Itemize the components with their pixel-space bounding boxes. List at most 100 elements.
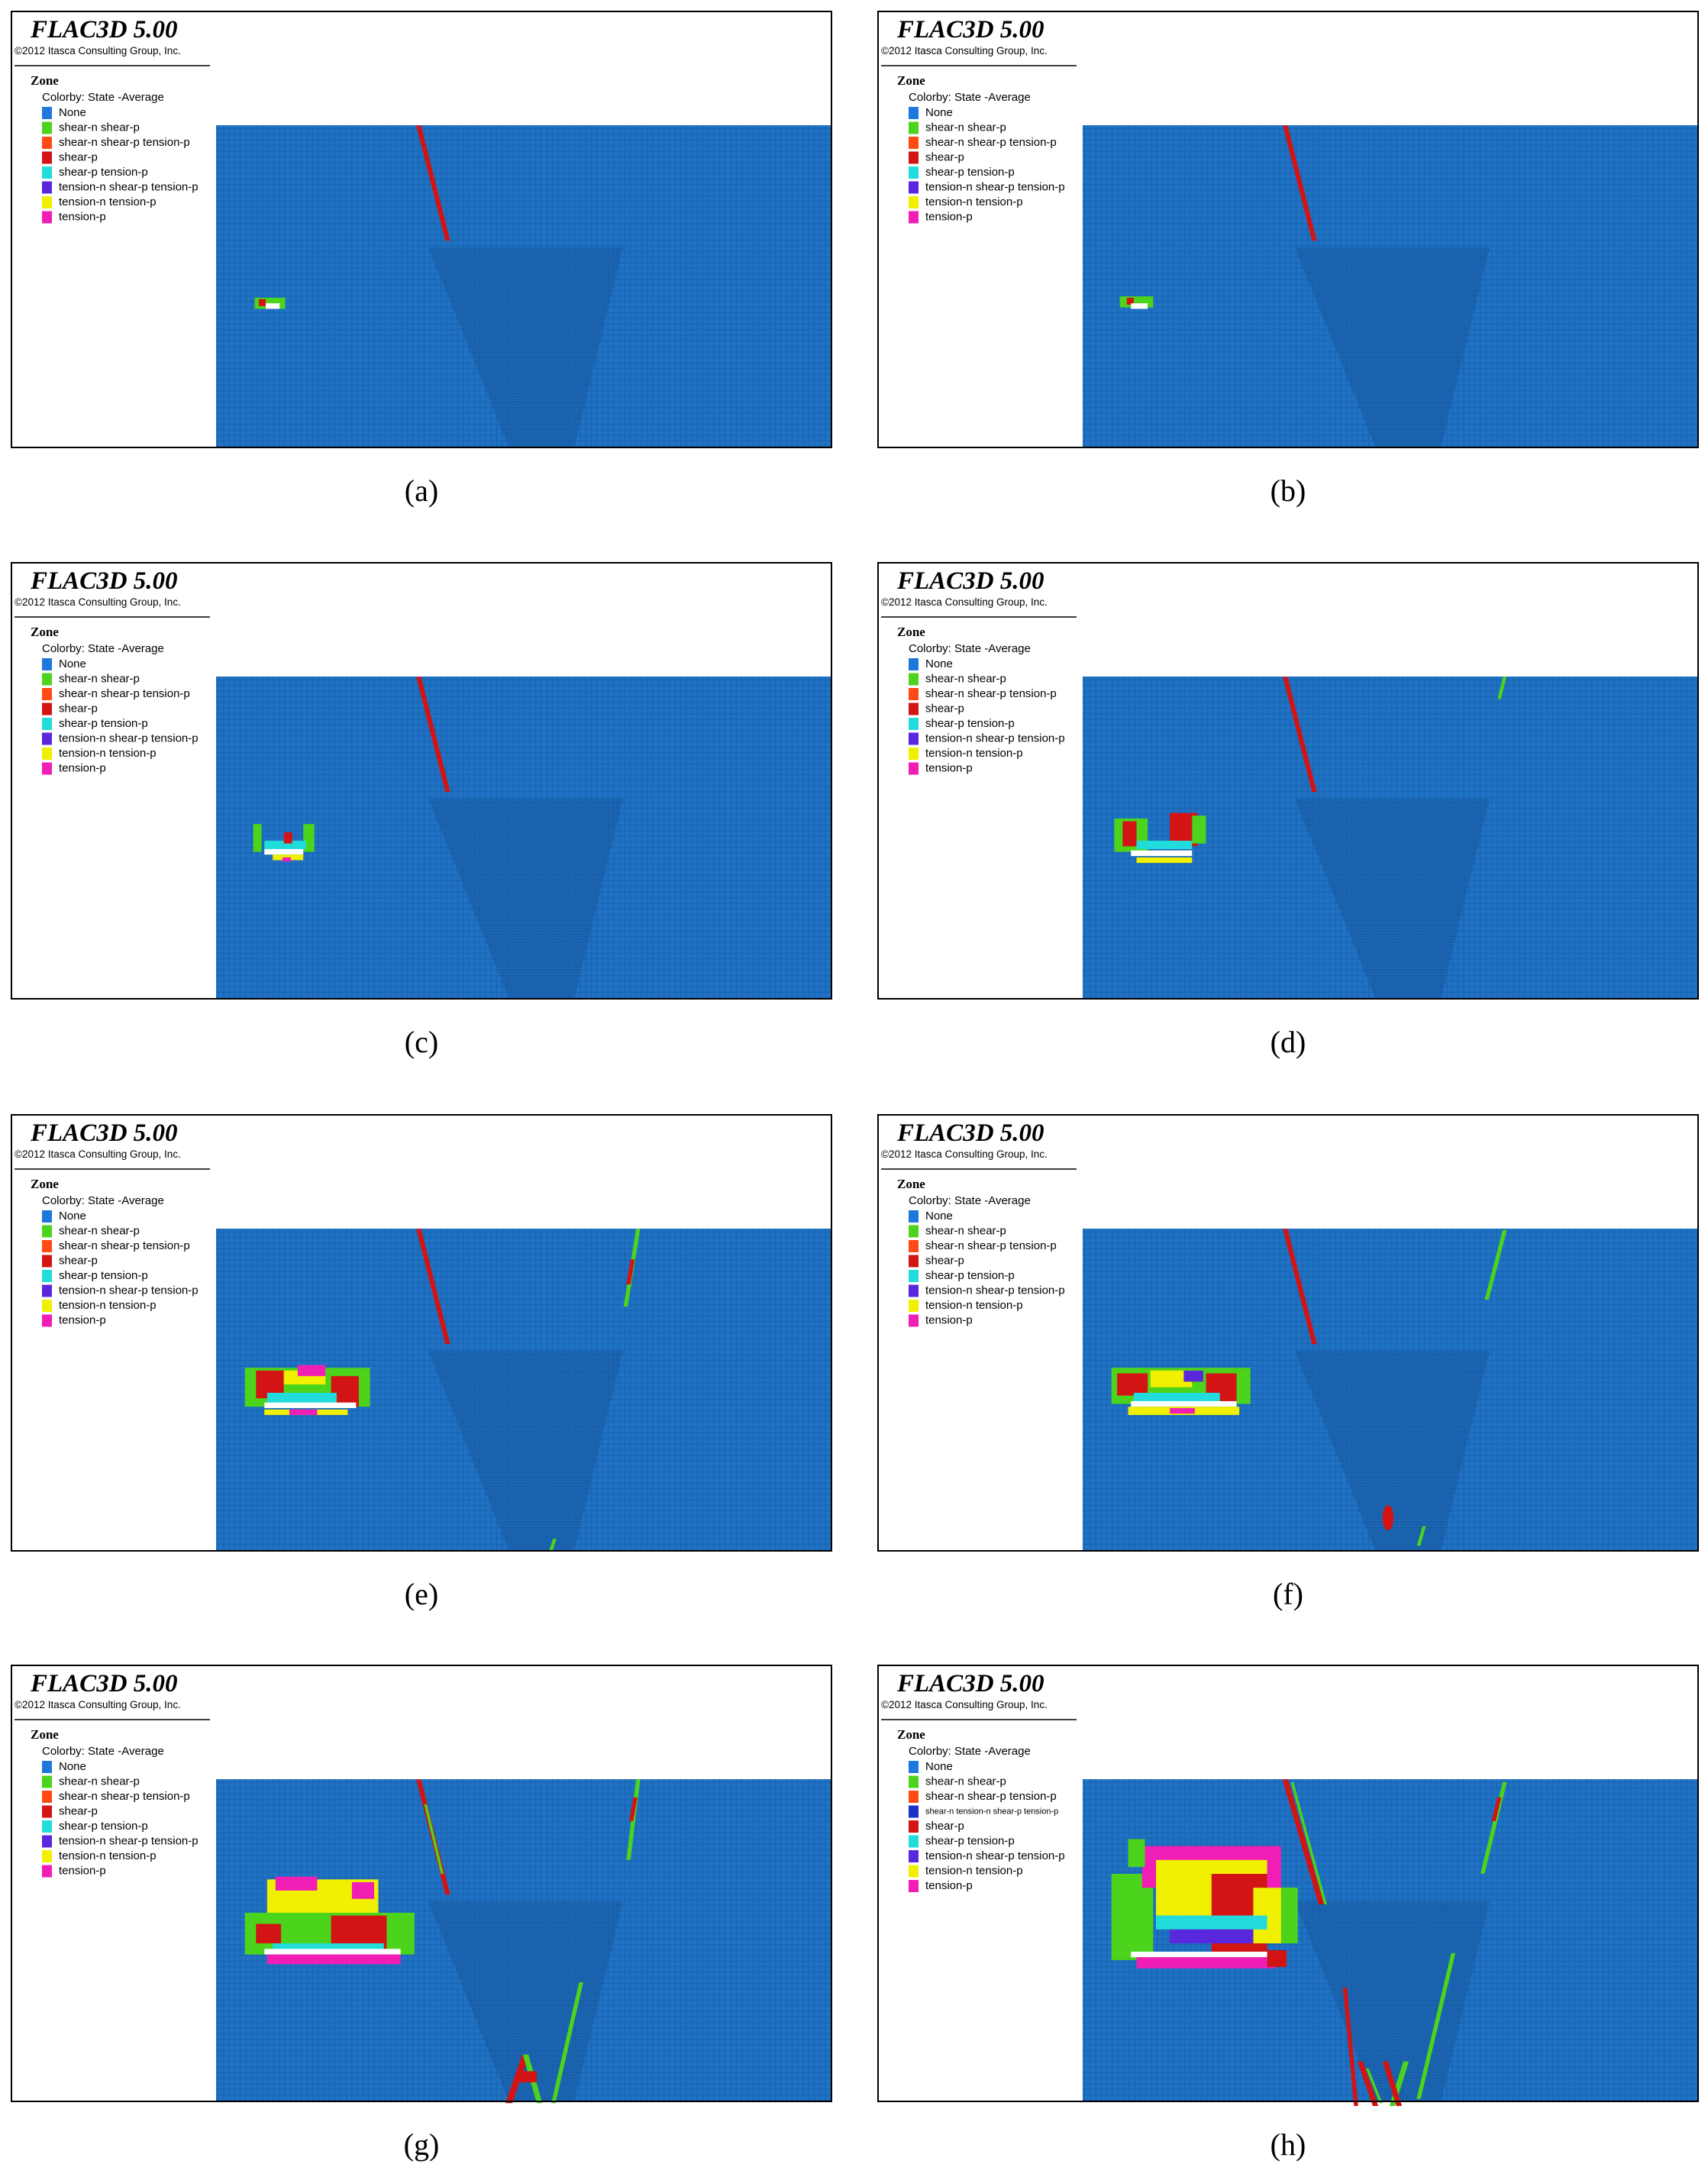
damage-zone bbox=[1382, 1505, 1394, 1531]
group-label: Zone bbox=[31, 1727, 59, 1742]
legend-swatch bbox=[42, 1284, 52, 1297]
damage-zone bbox=[264, 848, 304, 855]
legend-label: shear-p bbox=[59, 150, 98, 163]
panel: FLAC3D 5.00©2012 Itasca Consulting Group… bbox=[877, 11, 1699, 448]
damage-band bbox=[1357, 2061, 1379, 2106]
legend-label: shear-n shear-p tension-p bbox=[59, 136, 190, 149]
fault-wedge bbox=[428, 799, 623, 999]
legend-swatch bbox=[42, 762, 52, 775]
damage-band bbox=[1283, 125, 1317, 241]
legend-swatch bbox=[909, 1210, 919, 1223]
legend-label: None bbox=[925, 1760, 953, 1773]
panel: FLAC3D 5.00©2012 Itasca Consulting Group… bbox=[11, 11, 832, 448]
copyright: ©2012 Itasca Consulting Group, Inc. bbox=[15, 1148, 181, 1160]
legend-swatch bbox=[42, 1850, 52, 1862]
damage-zone bbox=[1117, 1373, 1148, 1396]
legend-swatch bbox=[42, 1314, 52, 1327]
damage-zone bbox=[351, 1881, 375, 1899]
legend-swatch bbox=[909, 1880, 919, 1892]
legend-swatch bbox=[909, 1225, 919, 1238]
legend-label: shear-n shear-p tension-p bbox=[59, 687, 190, 700]
panel-caption: (e) bbox=[405, 1577, 438, 1611]
legend-swatch bbox=[909, 107, 919, 119]
panel-border bbox=[11, 562, 832, 1000]
legend-label: tension-p bbox=[59, 1864, 106, 1877]
legend-swatch bbox=[42, 196, 52, 208]
damage-band bbox=[1416, 1526, 1426, 1546]
legend-label: shear-n tension-n shear-p tension-p bbox=[925, 1807, 1058, 1816]
fault-wedge bbox=[428, 247, 623, 447]
legend-swatch bbox=[909, 181, 919, 194]
legend-swatch bbox=[42, 1775, 52, 1788]
panel-border bbox=[11, 1665, 832, 2102]
legend-label: shear-p bbox=[925, 702, 964, 715]
legend-label: tension-n shear-p tension-p bbox=[59, 1284, 199, 1297]
legend-swatch bbox=[909, 1284, 919, 1297]
legend-label: shear-n shear-p bbox=[59, 1224, 140, 1237]
damage-band bbox=[416, 677, 450, 793]
fault-wedge bbox=[1295, 1901, 1490, 2101]
legend-label: shear-p tension-p bbox=[59, 166, 148, 179]
legend-swatch bbox=[909, 1805, 919, 1818]
legend-swatch bbox=[42, 1805, 52, 1818]
legend-label: tension-n shear-p tension-p bbox=[59, 180, 199, 193]
damage-band bbox=[626, 1259, 635, 1285]
legend-swatch bbox=[909, 1865, 919, 1878]
legend-swatch bbox=[42, 1820, 52, 1833]
colorby-label: Colorby: State -Average bbox=[42, 1745, 164, 1758]
legend-label: shear-p tension-p bbox=[59, 1820, 148, 1833]
panel: FLAC3D 5.00©2012 Itasca Consulting Group… bbox=[11, 562, 832, 1000]
legend-label: shear-n shear-p bbox=[925, 1775, 1006, 1788]
legend-label: None bbox=[925, 1210, 953, 1223]
legend-label: None bbox=[59, 657, 86, 670]
damage-band bbox=[1484, 1230, 1507, 1300]
legend-label: tension-n shear-p tension-p bbox=[925, 1284, 1065, 1297]
legend-label: shear-n shear-p bbox=[59, 1775, 140, 1788]
legend-label: tension-n tension-p bbox=[59, 195, 157, 208]
legend-swatch bbox=[42, 1300, 52, 1312]
damage-zone bbox=[289, 1409, 318, 1416]
damage-zone bbox=[264, 1949, 401, 1955]
colorby-label: Colorby: State -Average bbox=[909, 91, 1031, 104]
legend-swatch bbox=[909, 1791, 919, 1803]
legend-label: tension-n tension-p bbox=[59, 1849, 157, 1862]
group-label: Zone bbox=[897, 73, 925, 88]
damage-band bbox=[1365, 2068, 1383, 2104]
legend-swatch bbox=[909, 1240, 919, 1252]
group-label: Zone bbox=[31, 73, 59, 88]
program-title: FLAC3D 5.00 bbox=[896, 567, 1044, 595]
damage-zone bbox=[1156, 1915, 1267, 1930]
panel-border bbox=[877, 1114, 1699, 1552]
legend-swatch bbox=[42, 1255, 52, 1268]
damage-zone bbox=[1128, 1839, 1145, 1867]
legend-label: tension-n shear-p tension-p bbox=[59, 732, 199, 745]
legend-label: shear-n shear-p bbox=[925, 121, 1006, 134]
legend-swatch bbox=[42, 688, 52, 700]
legend-swatch bbox=[42, 137, 52, 149]
panel: FLAC3D 5.00©2012 Itasca Consulting Group… bbox=[877, 1114, 1699, 1552]
legend-swatch bbox=[42, 1791, 52, 1803]
legend-label: shear-p bbox=[59, 702, 98, 715]
damage-band bbox=[1497, 677, 1507, 699]
panel-caption: (a) bbox=[405, 473, 438, 508]
legend-label: tension-n tension-p bbox=[59, 747, 157, 760]
legend-label: tension-p bbox=[59, 210, 106, 223]
damage-band bbox=[1290, 1781, 1327, 1905]
copyright: ©2012 Itasca Consulting Group, Inc. bbox=[881, 1148, 1048, 1160]
legend-swatch bbox=[42, 107, 52, 119]
colorby-label: Colorby: State -Average bbox=[42, 642, 164, 655]
legend-swatch bbox=[42, 673, 52, 686]
legend-label: shear-p bbox=[59, 1804, 98, 1817]
legend-label: shear-n shear-p tension-p bbox=[925, 687, 1057, 700]
legend-label: tension-n shear-p tension-p bbox=[59, 1834, 199, 1847]
legend-swatch bbox=[42, 748, 52, 760]
legend-label: shear-p bbox=[925, 1254, 964, 1267]
fault-wedge bbox=[1295, 1351, 1490, 1551]
damage-zone bbox=[1267, 1950, 1287, 1967]
panel-caption: (b) bbox=[1271, 473, 1306, 508]
legend-label: tension-p bbox=[59, 761, 106, 774]
legend-label: shear-n shear-p bbox=[59, 672, 140, 685]
panel-border bbox=[877, 11, 1699, 448]
damage-band bbox=[1342, 1988, 1358, 2106]
legend-label: shear-p tension-p bbox=[925, 1834, 1015, 1847]
